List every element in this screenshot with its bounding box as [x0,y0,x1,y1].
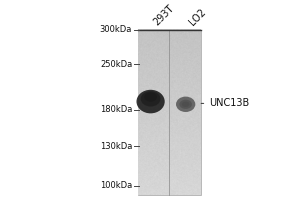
Text: 250kDa: 250kDa [100,60,132,69]
Ellipse shape [144,92,157,102]
Text: 293T: 293T [152,3,176,27]
Text: 300kDa: 300kDa [100,25,132,34]
Text: UNC13B: UNC13B [209,98,250,108]
Ellipse shape [176,97,195,112]
Bar [138,30,200,195]
Ellipse shape [136,90,165,113]
Text: 180kDa: 180kDa [100,105,132,114]
Ellipse shape [182,102,190,107]
Ellipse shape [179,100,192,109]
Text: LO2: LO2 [187,7,208,27]
Text: 130kDa: 130kDa [100,142,132,151]
Ellipse shape [141,91,160,107]
Text: 100kDa: 100kDa [100,181,132,190]
